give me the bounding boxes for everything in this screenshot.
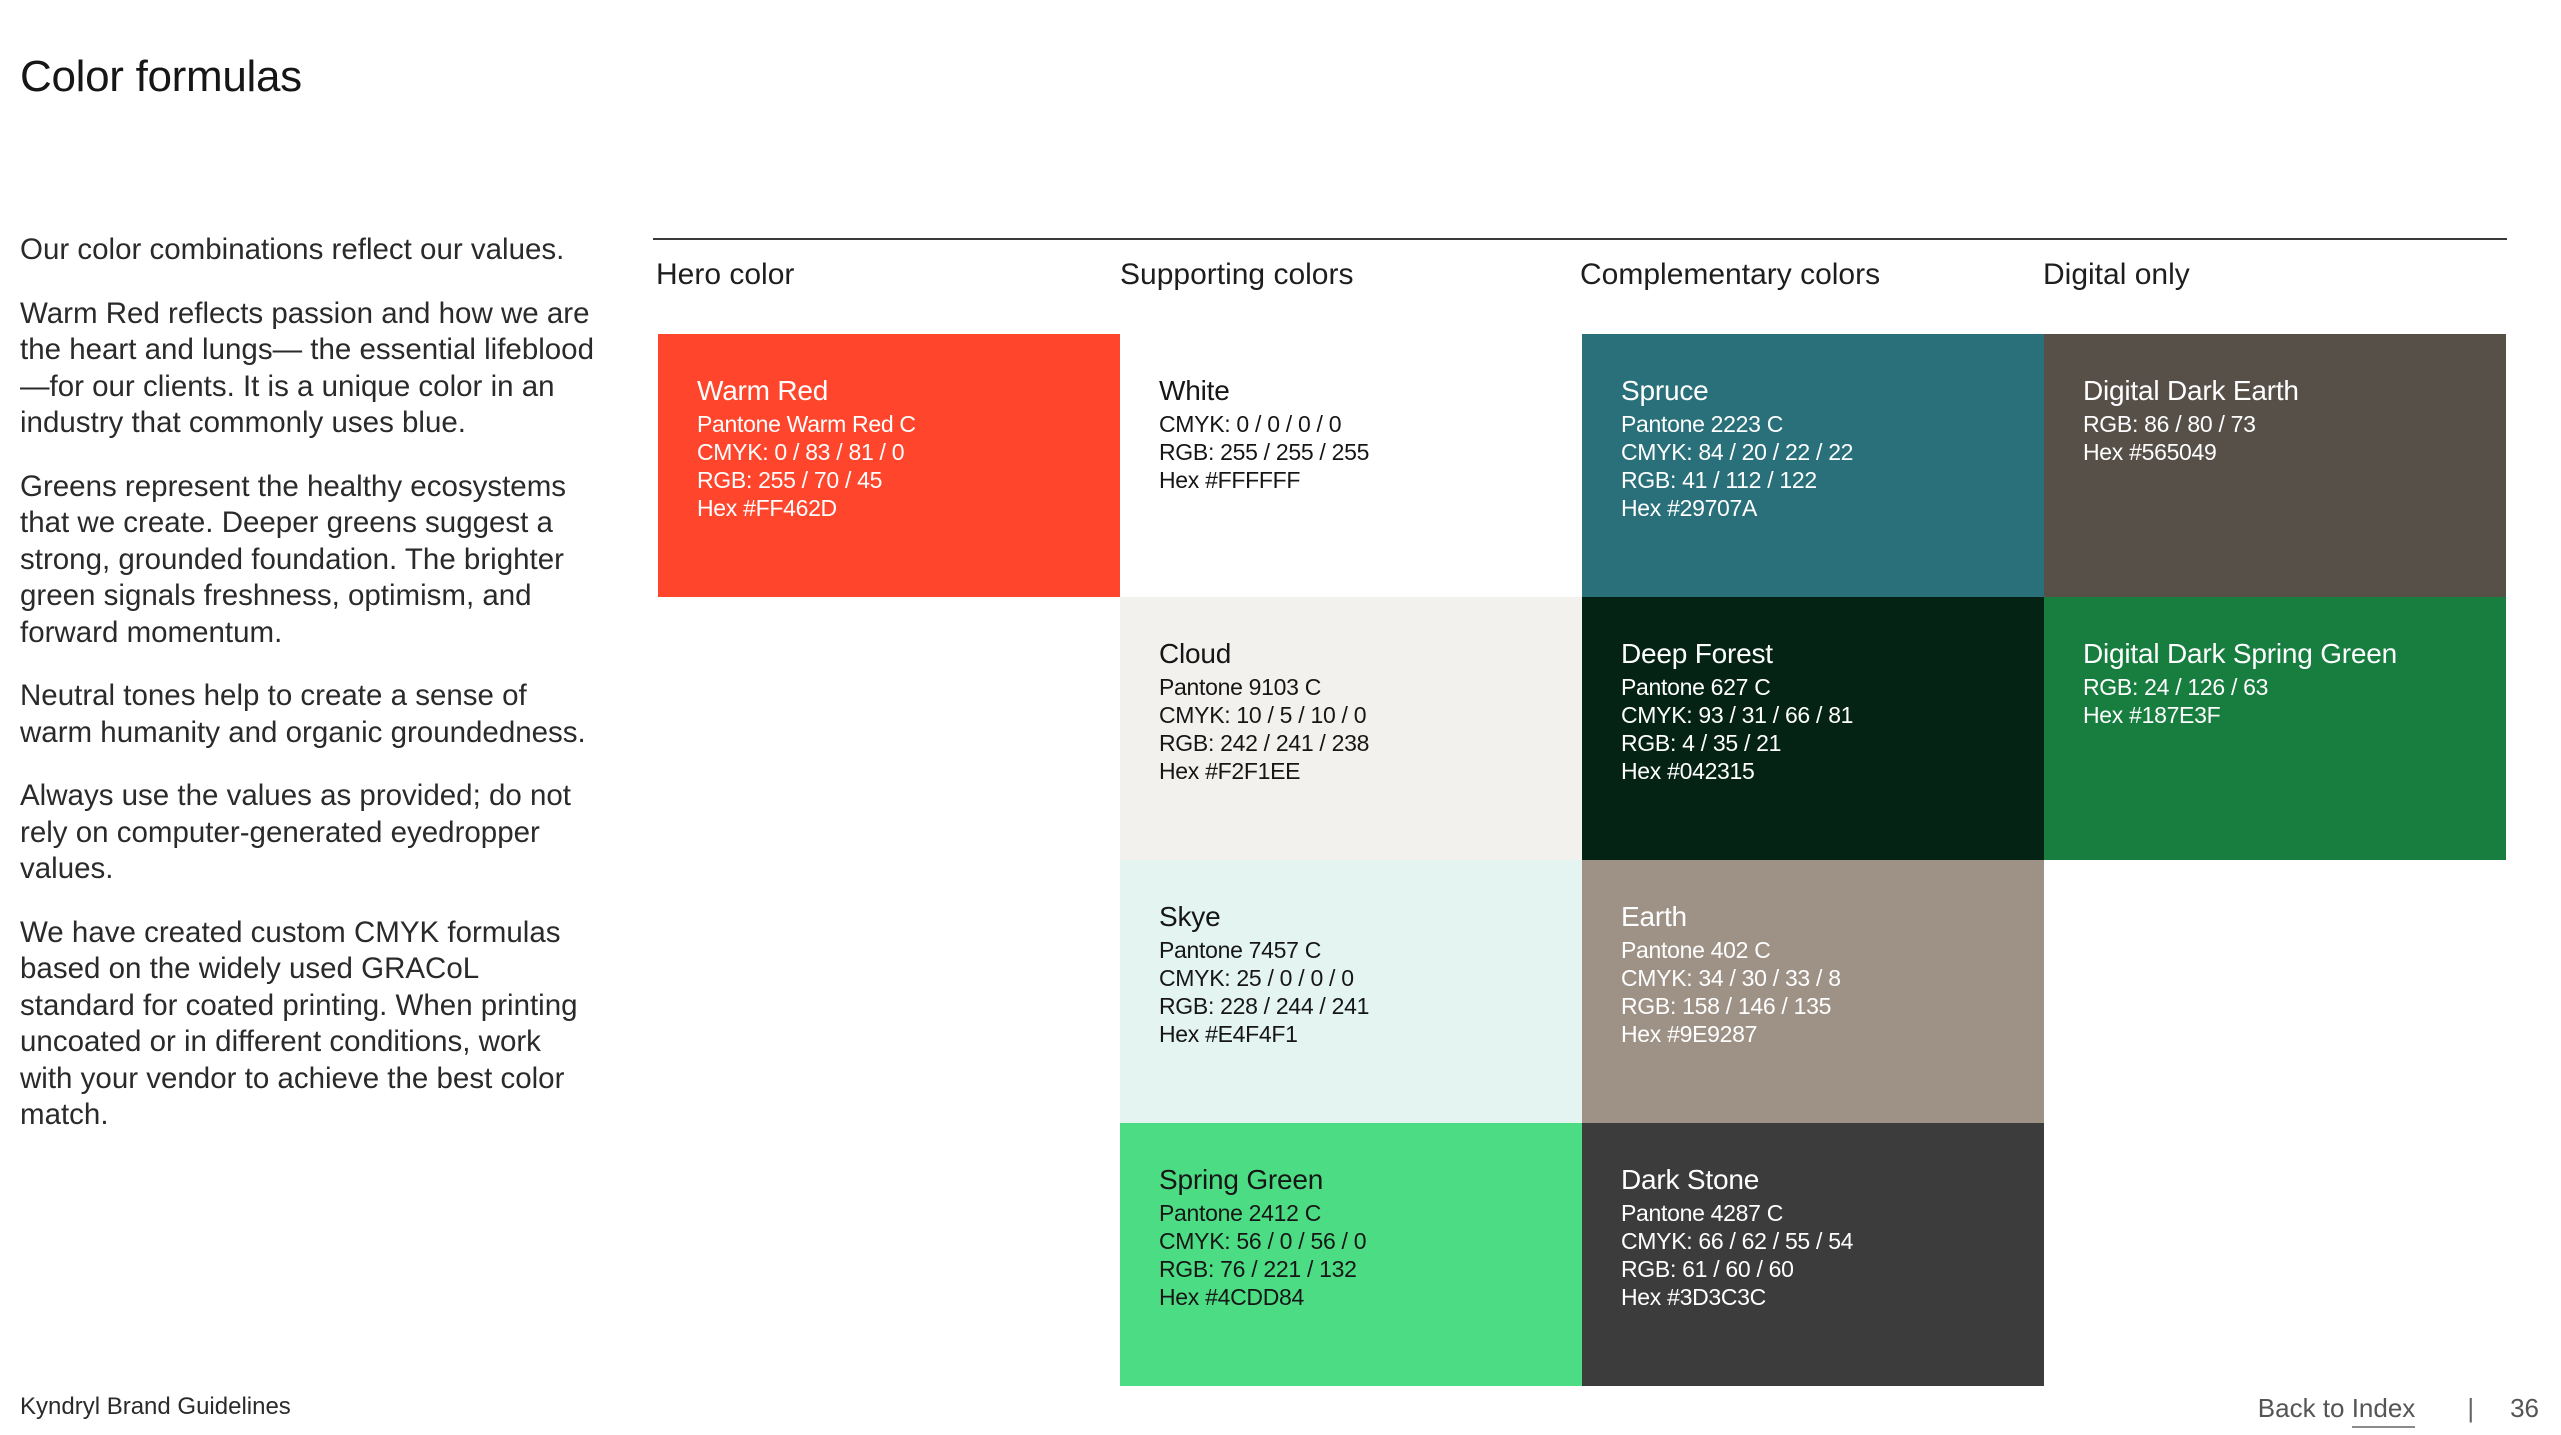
swatch-rgb: RGB: 61 / 60 / 60 <box>1621 1256 1794 1282</box>
swatch-cmyk: CMYK: 0 / 83 / 81 / 0 <box>697 439 905 465</box>
swatch-white: White CMYK: 0 / 0 / 0 / 0 RGB: 255 / 255… <box>1120 334 1582 597</box>
swatch-pantone: Pantone 402 C <box>1621 937 1771 963</box>
back-to-index-link[interactable]: Back to Index <box>2257 1393 2416 1428</box>
swatch-name: Spring Green <box>1159 1164 1324 1195</box>
swatch-name: White <box>1159 375 1230 406</box>
swatch-hex: Hex #042315 <box>1621 758 1755 784</box>
swatch-earth: Earth Pantone 402 C CMYK: 34 / 30 / 33 /… <box>1582 860 2044 1123</box>
swatch-pantone: Pantone 2223 C <box>1621 411 1784 437</box>
supporting-colors-header: Supporting colors <box>1120 258 1354 291</box>
swatch-hex: Hex #E4F4F1 <box>1159 1021 1298 1047</box>
swatch-rgb: RGB: 76 / 221 / 132 <box>1159 1256 1357 1282</box>
swatch-cmyk: CMYK: 56 / 0 / 56 / 0 <box>1159 1228 1367 1254</box>
swatch-hex: Hex #29707A <box>1621 495 1758 521</box>
swatch-hex: Hex #FFFFFF <box>1159 467 1301 493</box>
swatch-cmyk: CMYK: 10 / 5 / 10 / 0 <box>1159 702 1367 728</box>
intro-paragraph: We have created custom CMYK formulas bas… <box>20 915 578 1132</box>
digital-only-header: Digital only <box>2043 258 2190 291</box>
swatch-cmyk: CMYK: 25 / 0 / 0 / 0 <box>1159 965 1354 991</box>
swatch-rgb: RGB: 242 / 241 / 238 <box>1159 730 1370 756</box>
footer-navigation: Back to Index | 36 <box>2257 1393 2539 1428</box>
hero-color-header: Hero color <box>656 258 795 291</box>
swatch-pantone: Pantone 7457 C <box>1159 937 1322 963</box>
swatch-name: Cloud <box>1159 638 1232 669</box>
footer-divider: | <box>2467 1393 2475 1423</box>
swatch-hex: Hex #4CDD84 <box>1159 1284 1304 1310</box>
swatch-dark-stone: Dark Stone Pantone 4287 C CMYK: 66 / 62 … <box>1582 1123 2044 1386</box>
intro-text: Our color combinations reflect our value… <box>20 232 600 1161</box>
swatch-rgb: RGB: 24 / 126 / 63 <box>2083 674 2269 700</box>
footer-brand: Kyndryl Brand Guidelines <box>20 1393 291 1420</box>
swatch-name: Spruce <box>1621 375 1709 406</box>
swatch-digital-dark-earth: Digital Dark Earth RGB: 86 / 80 / 73 Hex… <box>2044 334 2506 597</box>
swatch-name: Skye <box>1159 901 1221 932</box>
table-top-rule <box>653 238 2507 240</box>
swatch-rgb: RGB: 158 / 146 / 135 <box>1621 993 1832 1019</box>
swatch-hex: Hex #F2F1EE <box>1159 758 1301 784</box>
swatch-cmyk: CMYK: 34 / 30 / 33 / 8 <box>1621 965 1841 991</box>
swatch-pantone: Pantone 2412 C <box>1159 1200 1322 1226</box>
swatch-name: Deep Forest <box>1621 638 1773 669</box>
swatch-warm-red: Warm Red Pantone Warm Red C CMYK: 0 / 83… <box>658 334 1120 597</box>
intro-paragraph: Warm Red reflects passion and how we are… <box>20 296 594 440</box>
complementary-colors-header: Complementary colors <box>1580 258 1881 291</box>
swatch-name: Dark Stone <box>1621 1164 1760 1195</box>
swatch-rgb: RGB: 86 / 80 / 73 <box>2083 411 2256 437</box>
swatch-cmyk: CMYK: 66 / 62 / 55 / 54 <box>1621 1228 1854 1254</box>
swatch-cmyk: CMYK: 84 / 20 / 22 / 22 <box>1621 439 1854 465</box>
swatch-cmyk: CMYK: 93 / 31 / 66 / 81 <box>1621 702 1854 728</box>
swatch-hex: Hex #187E3F <box>2083 702 2221 728</box>
swatch-deep-forest: Deep Forest Pantone 627 C CMYK: 93 / 31 … <box>1582 597 2044 860</box>
swatch-cloud: Cloud Pantone 9103 C CMYK: 10 / 5 / 10 /… <box>1120 597 1582 860</box>
swatch-name: Digital Dark Spring Green <box>2083 638 2398 669</box>
intro-paragraph: Our color combinations reflect our value… <box>20 233 565 266</box>
page-number: 36 <box>2510 1393 2539 1423</box>
swatch-digital-dark-spring-green: Digital Dark Spring Green RGB: 24 / 126 … <box>2044 597 2506 860</box>
swatch-cmyk: CMYK: 0 / 0 / 0 / 0 <box>1159 411 1342 437</box>
swatch-pantone: Pantone Warm Red C <box>697 411 916 437</box>
intro-paragraph: Neutral tones help to create a sense of … <box>20 679 586 749</box>
swatch-pantone: Pantone 4287 C <box>1621 1200 1784 1226</box>
swatch-rgb: RGB: 41 / 112 / 122 <box>1621 467 1817 493</box>
swatch-rgb: RGB: 228 / 244 / 241 <box>1159 993 1370 1019</box>
swatch-name: Digital Dark Earth <box>2083 375 2299 406</box>
swatch-hex: Hex #3D3C3C <box>1621 1284 1766 1310</box>
swatch-name: Warm Red <box>697 375 829 406</box>
swatch-name: Earth <box>1621 901 1687 932</box>
index-link-text: Index <box>2351 1393 2416 1428</box>
swatch-hex: Hex #9E9287 <box>1621 1021 1758 1047</box>
page-title: Color formulas <box>20 52 302 101</box>
swatch-hex: Hex #FF462D <box>697 495 837 521</box>
swatch-skye: Skye Pantone 7457 C CMYK: 25 / 0 / 0 / 0… <box>1120 860 1582 1123</box>
swatch-spruce: Spruce Pantone 2223 C CMYK: 84 / 20 / 22… <box>1582 334 2044 597</box>
swatch-hex: Hex #565049 <box>2083 439 2217 465</box>
intro-paragraph: Greens represent the healthy ecosystems … <box>20 469 567 649</box>
swatch-rgb: RGB: 255 / 70 / 45 <box>697 467 883 493</box>
back-prefix: Back to <box>2257 1393 2352 1423</box>
swatch-rgb: RGB: 4 / 35 / 21 <box>1621 730 1782 756</box>
swatch-pantone: Pantone 9103 C <box>1159 674 1322 700</box>
swatch-rgb: RGB: 255 / 255 / 255 <box>1159 439 1370 465</box>
swatch-pantone: Pantone 627 C <box>1621 674 1771 700</box>
intro-paragraph: Always use the values as provided; do no… <box>20 779 571 885</box>
swatch-spring-green: Spring Green Pantone 2412 C CMYK: 56 / 0… <box>1120 1123 1582 1386</box>
